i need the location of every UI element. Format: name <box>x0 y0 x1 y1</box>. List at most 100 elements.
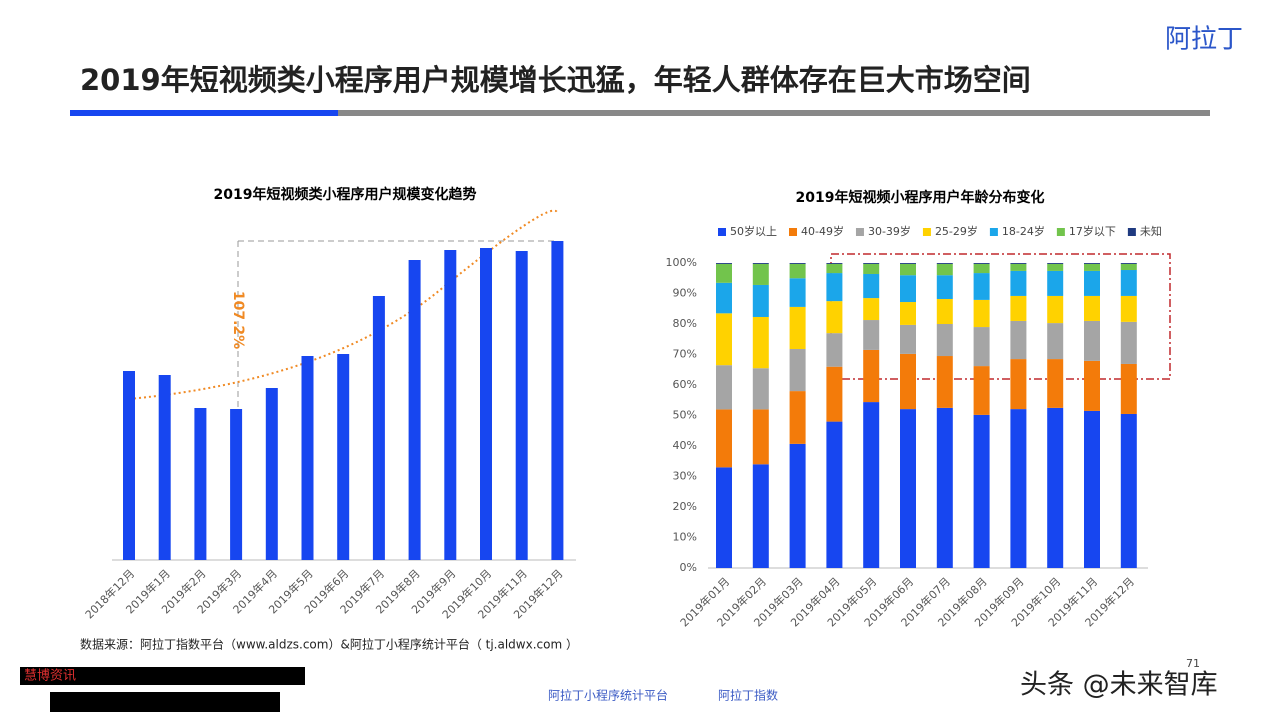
bar-segment <box>752 316 769 369</box>
bar-segment <box>1084 263 1100 264</box>
bar-segment <box>1084 295 1100 321</box>
bar <box>372 296 385 560</box>
bar-segment <box>716 263 732 264</box>
bar-segment <box>1047 323 1064 360</box>
bar-segment <box>900 324 916 354</box>
bar-segment <box>1120 321 1137 364</box>
bar-segment <box>1010 409 1027 568</box>
bar <box>123 371 135 560</box>
bar-segment <box>1047 263 1064 264</box>
bar-segment <box>1047 359 1064 408</box>
bar-segment <box>1010 263 1027 271</box>
bar-segment <box>936 275 953 299</box>
bar-segment <box>716 409 732 468</box>
bar-segment <box>1084 263 1100 271</box>
bar-segment <box>973 263 990 274</box>
bar-segment <box>716 313 732 366</box>
bar-segment <box>863 320 880 350</box>
bar-segment <box>863 263 880 264</box>
bar-segment <box>716 263 732 283</box>
bar <box>337 354 350 560</box>
bar <box>194 408 207 560</box>
legend-label: 25-29岁 <box>935 224 978 238</box>
bar <box>515 251 528 560</box>
bar-segment <box>826 263 843 264</box>
bar-segment <box>1047 263 1064 271</box>
bar <box>408 260 421 560</box>
bar-segment <box>826 263 843 274</box>
legend-swatch <box>1056 228 1065 236</box>
y-tick-label: 80% <box>673 317 697 330</box>
bar-segment <box>716 365 732 410</box>
bar-segment <box>826 273 843 302</box>
footer-logo: 阿拉丁小程序统计平台 <box>548 688 668 703</box>
bar-segment <box>973 273 990 300</box>
trend-line <box>128 209 558 400</box>
bar-segment <box>826 333 843 367</box>
bar-segment <box>900 275 916 303</box>
bar-segment <box>973 327 990 367</box>
growth-bracket <box>237 240 557 408</box>
bar-segment <box>826 421 843 568</box>
y-tick-label: 60% <box>673 378 697 391</box>
bar-segment <box>1084 320 1100 361</box>
bar-segment <box>1084 360 1100 411</box>
logo: 阿拉丁 <box>1165 25 1243 55</box>
y-tick-label: 50% <box>673 409 697 422</box>
bar-segment <box>900 353 916 410</box>
legend-label: 18-24岁 <box>1002 224 1045 238</box>
bar-segment <box>752 263 769 264</box>
bar <box>480 248 492 560</box>
legend-swatch <box>718 228 726 236</box>
bar-segment <box>936 263 953 276</box>
y-tick-label: 10% <box>673 531 697 544</box>
bar-segment <box>936 298 953 324</box>
bar-segment <box>789 278 806 307</box>
redacted-text: 慧博资讯 <box>24 668 76 684</box>
bar-segment <box>1010 263 1027 264</box>
rule-blue <box>70 110 338 116</box>
redaction <box>20 667 305 685</box>
chart-title: 2019年短视频小程序用户年龄分布变化 <box>796 189 1045 206</box>
legend-label: 40-49岁 <box>801 224 844 238</box>
bar-segment <box>826 366 843 422</box>
bar-segment <box>752 464 769 568</box>
bar-segment <box>789 306 806 350</box>
legend-label: 50岁以上 <box>730 224 777 238</box>
bar-segment <box>863 349 880 403</box>
bar-segment <box>1010 270 1027 296</box>
bar-segment <box>1120 263 1137 264</box>
legend-swatch <box>989 228 998 236</box>
bar-segment <box>1047 407 1064 568</box>
bar-segment <box>863 273 880 299</box>
bar-segment <box>1010 359 1027 410</box>
annotation: 107.2% <box>230 291 246 349</box>
bar-segment <box>1047 295 1064 324</box>
legend-swatch <box>855 228 864 236</box>
bar-segment <box>752 409 769 465</box>
bar-segment <box>1010 295 1027 321</box>
bar-segment <box>752 368 769 410</box>
bar <box>158 375 171 560</box>
y-tick-label: 0% <box>680 561 697 574</box>
bar <box>265 388 278 560</box>
y-tick-label: 90% <box>673 287 697 300</box>
bar-segment <box>900 263 916 276</box>
bar-segment <box>1120 263 1137 271</box>
bar-segment <box>936 407 953 568</box>
y-tick-label: 100% <box>666 256 697 269</box>
bar-segment <box>1120 295 1137 322</box>
footer-logo: 阿拉丁指数 <box>718 688 778 703</box>
bar-segment <box>973 263 990 264</box>
rule-gray <box>338 110 1210 116</box>
page-number: 71 <box>1186 657 1200 670</box>
bar-segment <box>936 324 953 357</box>
bar-segment <box>863 263 880 274</box>
bar-segment <box>789 349 806 392</box>
legend-label: 17岁以下 <box>1069 224 1116 238</box>
bar-segment <box>1010 320 1027 360</box>
bar <box>551 241 564 560</box>
bar-segment <box>973 366 990 415</box>
bar-segment <box>863 298 880 321</box>
